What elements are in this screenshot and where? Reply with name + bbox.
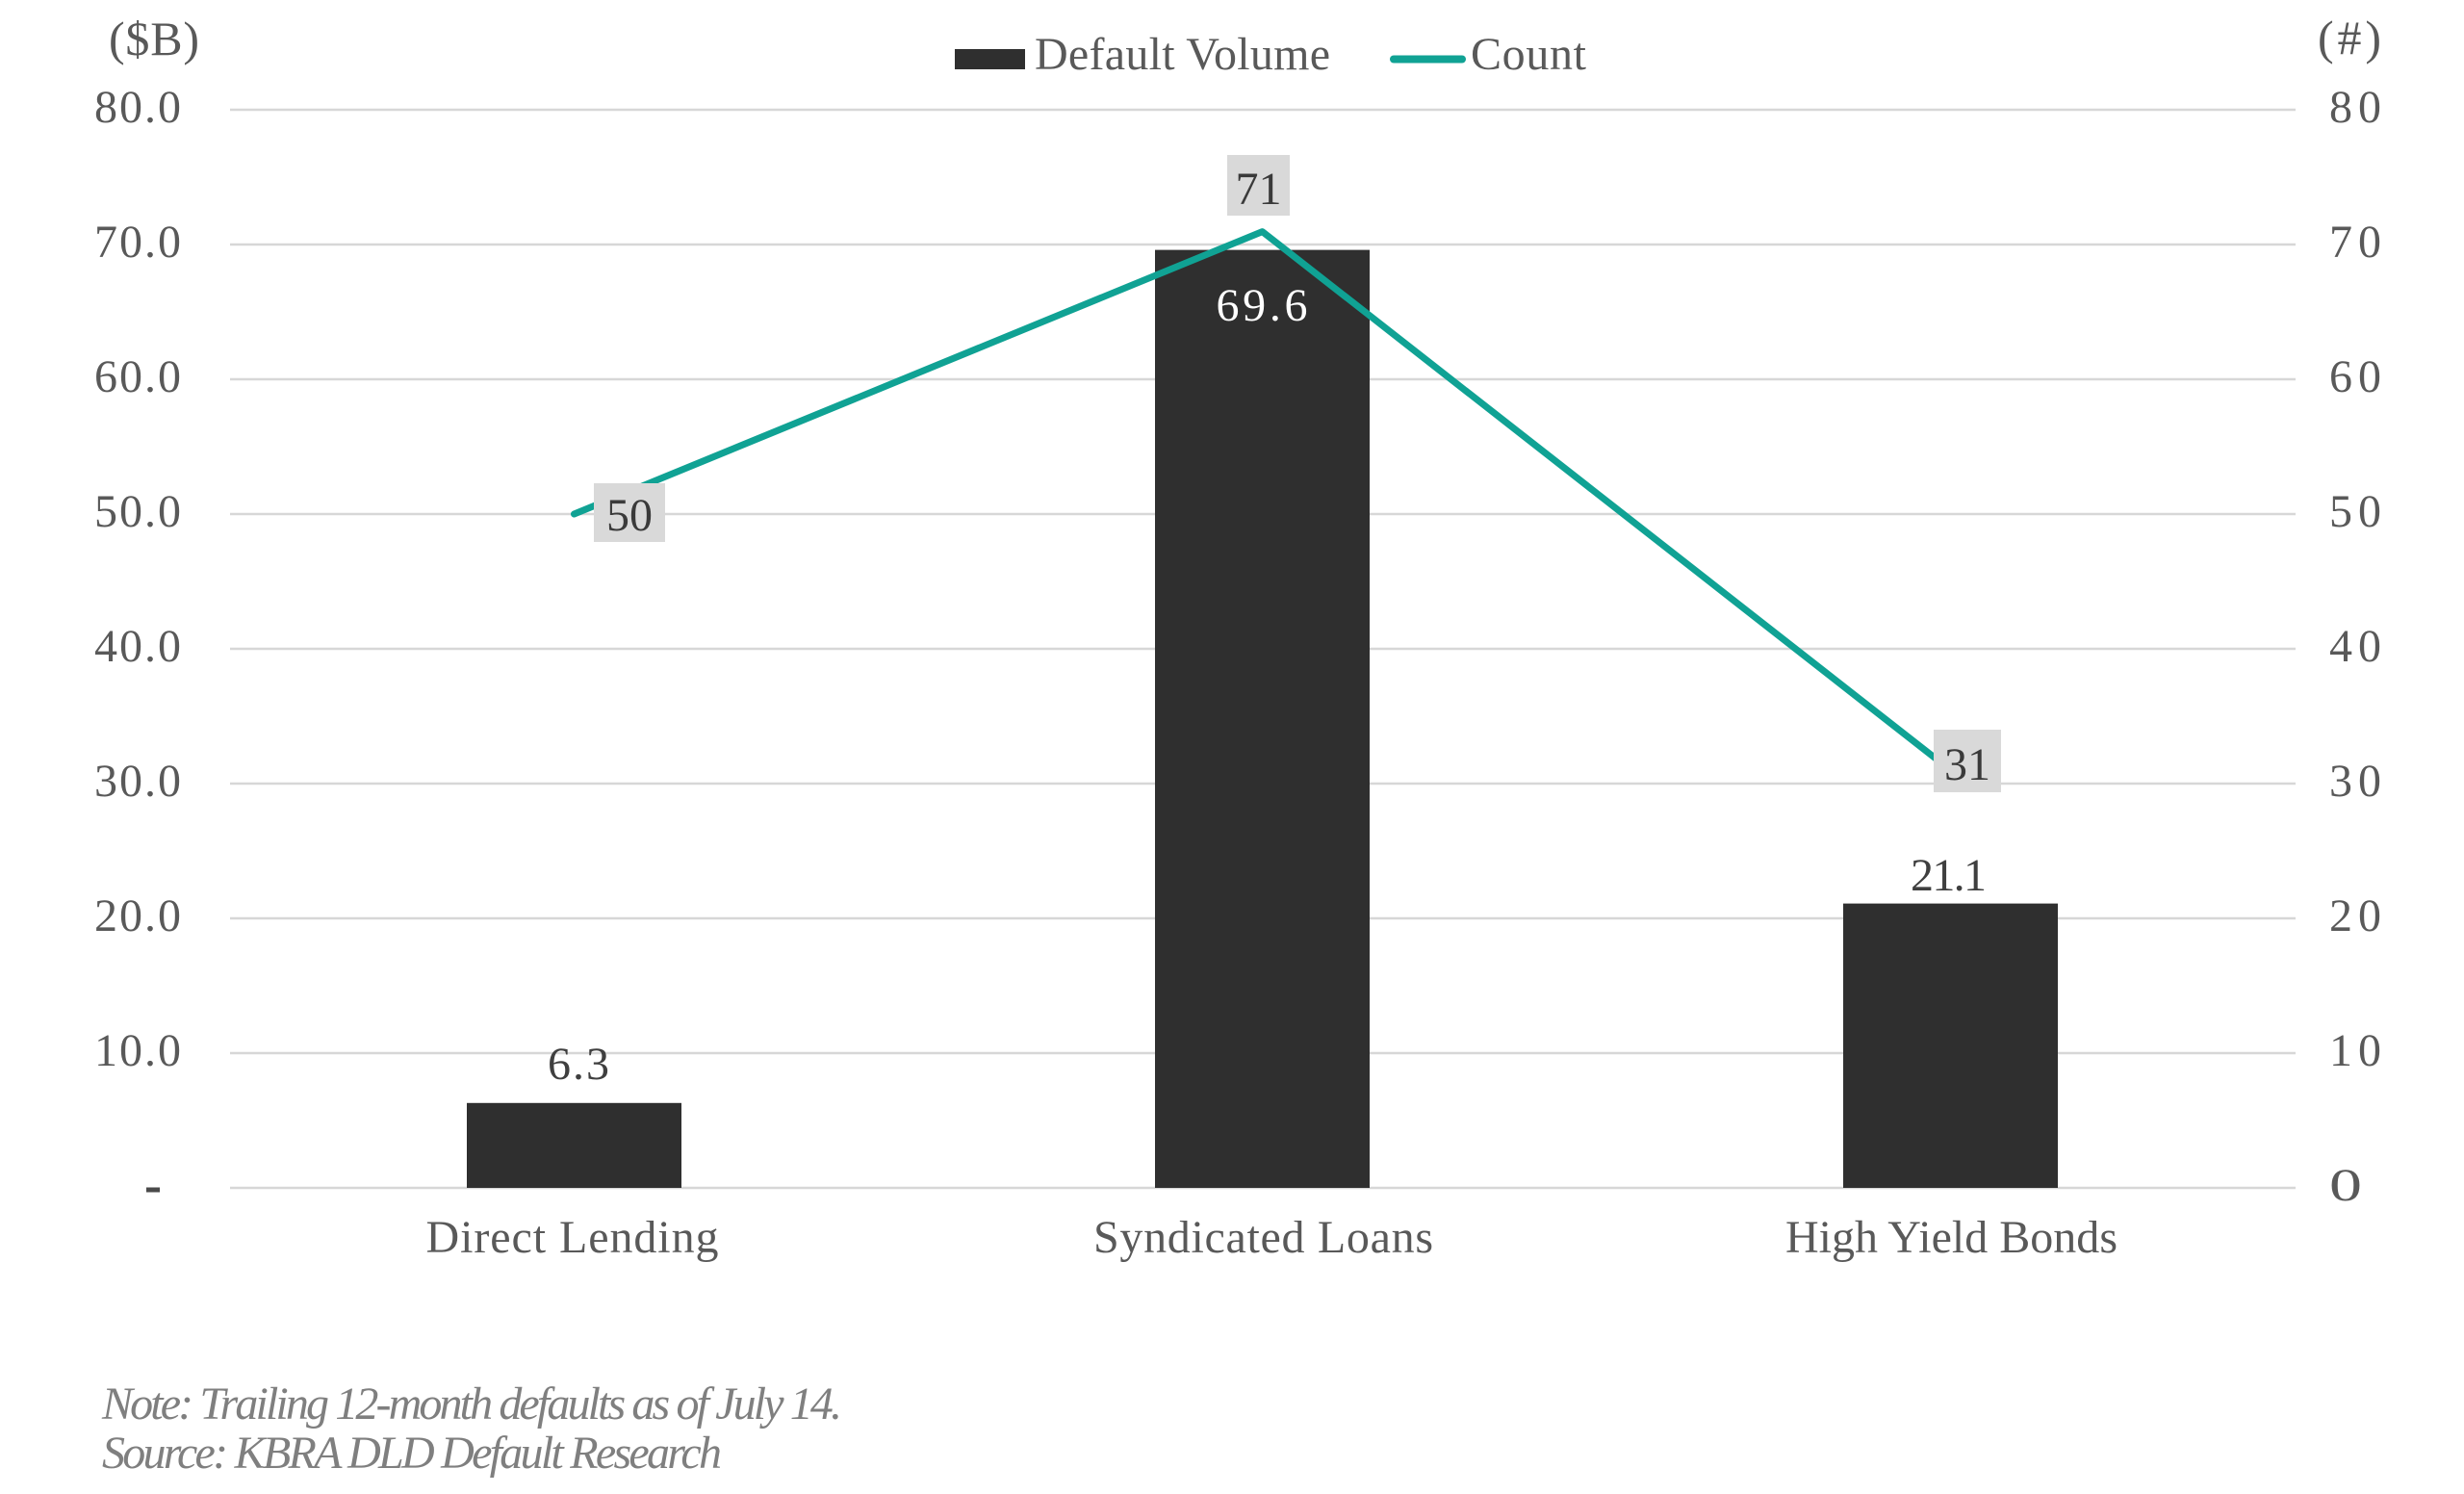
svg-text:Default Volume: Default Volume: [1035, 29, 1330, 80]
svg-text:50.0: 50.0: [94, 486, 181, 537]
svg-text:40.0: 40.0: [94, 621, 181, 672]
svg-text:Syndicated Loans: Syndicated Loans: [1093, 1212, 1433, 1263]
svg-text:10.0: 10.0: [94, 1025, 181, 1076]
svg-text:Note: Trailing 12-month defaul: Note: Trailing 12-month defaults as of J…: [101, 1378, 842, 1430]
svg-text:Count: Count: [1471, 29, 1587, 80]
svg-text:50: 50: [606, 490, 653, 541]
svg-text:21.1: 21.1: [1911, 850, 1987, 901]
svg-text:(#): (#): [2318, 11, 2381, 64]
svg-text:69.6: 69.6: [1217, 280, 1308, 331]
svg-text:6.3: 6.3: [548, 1039, 609, 1090]
svg-text:70.0: 70.0: [94, 217, 181, 268]
svg-text:0: 0: [2329, 1160, 2362, 1211]
svg-text:60.0: 60.0: [94, 351, 181, 402]
svg-text:Direct Lending: Direct Lending: [426, 1212, 719, 1263]
svg-text:Source: KBRA DLD Default Resea: Source: KBRA DLD Default Research: [102, 1428, 722, 1479]
svg-text:30.0: 30.0: [94, 756, 181, 807]
svg-text:80.0: 80.0: [94, 82, 181, 133]
svg-text:20.0: 20.0: [94, 890, 181, 941]
svg-text:71: 71: [1236, 164, 1282, 215]
svg-text:($B): ($B): [109, 12, 199, 65]
svg-text:31: 31: [1944, 739, 1990, 790]
svg-text:High Yield Bonds: High Yield Bonds: [1785, 1212, 2118, 1263]
